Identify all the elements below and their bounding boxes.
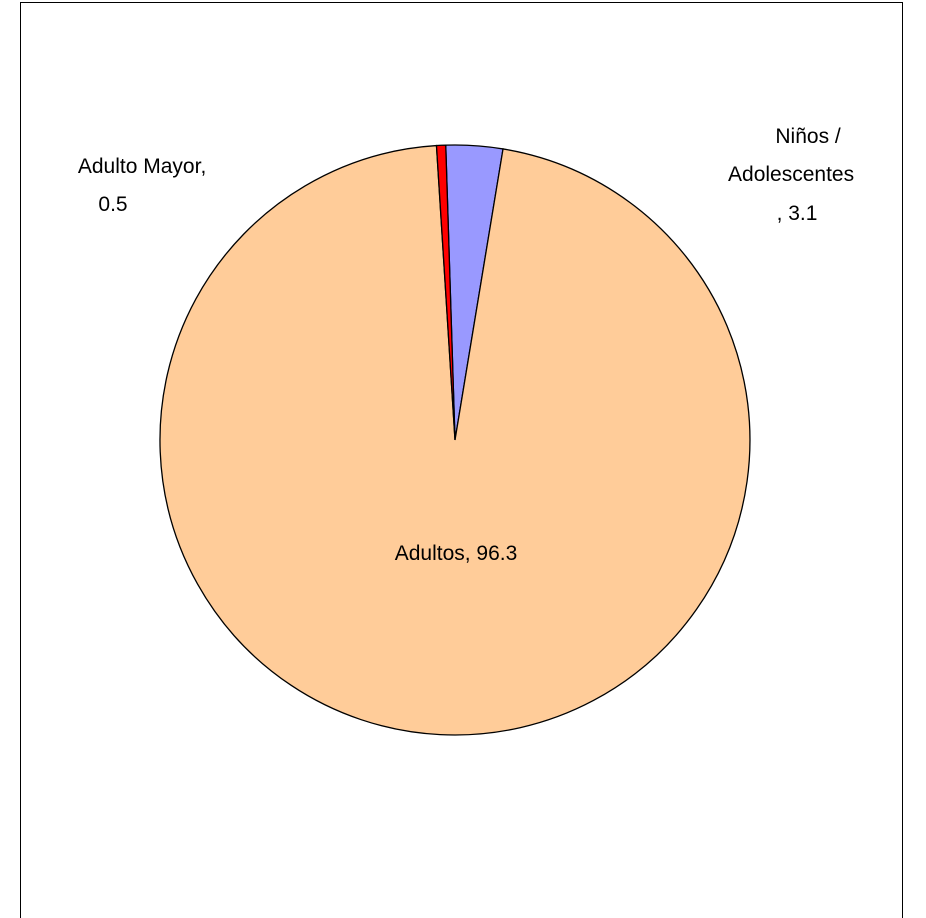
slice-label-adultos: Adultos, 96.3 [395,542,518,565]
pie-slice-adulto-mayor [435,144,456,441]
slice-label-ninos-adolescentes: Niños / Adolescentes , 3.1 [728,125,860,225]
slice-label-adulto-mayor: Adulto Mayor, 0.5 [78,155,212,216]
pie-slice-adultos [159,144,751,736]
pie-slices [159,144,751,736]
pie-labels: Niños / Adolescentes , 3.1 Adultos, 96.3… [78,125,860,565]
